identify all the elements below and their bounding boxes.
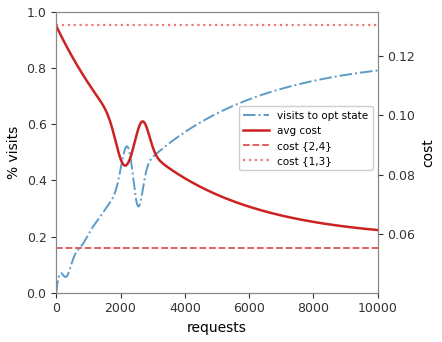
visits to opt state [191,124,196,129]
visits to opt state [109,197,114,201]
cost {1,3} [53,23,59,27]
avg cost [375,228,381,232]
cost {2,4} [53,246,59,250]
avg cost [334,223,339,227]
avg cost [109,126,114,130]
visits to opt state [90,225,95,229]
X-axis label: requests: requests [187,321,247,335]
Line: avg cost: avg cost [56,26,378,230]
Line: visits to opt state: visits to opt state [56,70,378,293]
Y-axis label: cost: cost [421,138,435,167]
avg cost [53,24,59,28]
visits to opt state [177,134,182,138]
visits to opt state [334,74,339,78]
visits to opt state [53,291,59,295]
avg cost [191,181,196,185]
avg cost [90,88,95,92]
visits to opt state [375,68,381,73]
cost {1,3} [53,23,59,27]
avg cost [177,173,182,177]
avg cost [369,227,374,232]
cost {2,4} [53,246,59,250]
visits to opt state [369,69,374,73]
Y-axis label: % visits: % visits [7,126,21,179]
Legend: visits to opt state, avg cost, cost {2,4}, cost {1,3}: visits to opt state, avg cost, cost {2,4… [239,106,373,170]
